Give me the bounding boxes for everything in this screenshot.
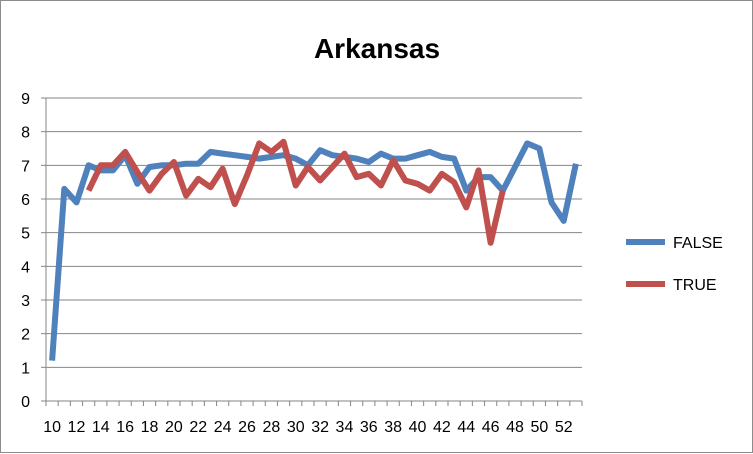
series-line-false xyxy=(49,140,579,361)
axes xyxy=(41,97,583,406)
y-tick-label: 6 xyxy=(21,192,30,209)
x-tick-label: 30 xyxy=(287,419,305,436)
y-axis-ticks: 0 1 2 3 4 5 6 7 8 9 xyxy=(21,91,30,411)
x-tick-label: 36 xyxy=(360,419,378,436)
series-line-true xyxy=(85,138,506,246)
x-tick-label: 46 xyxy=(482,419,500,436)
y-tick-label: 3 xyxy=(21,293,30,310)
y-tick-label: 5 xyxy=(21,226,30,243)
gridlines xyxy=(46,97,582,368)
x-tick-label: 22 xyxy=(189,419,207,436)
x-axis-ticks: 10 12 14 16 18 20 22 24 26 28 30 32 34 36 38 40 42 44 46 48… xyxy=(43,419,573,436)
legend-label-false: FALSE xyxy=(673,235,723,252)
x-tick-label: 26 xyxy=(238,419,256,436)
y-tick-label: 4 xyxy=(21,259,30,276)
series-lines xyxy=(49,138,579,361)
y-tick-label: 8 xyxy=(21,125,30,142)
y-tick-label: 9 xyxy=(21,91,30,108)
x-tick-label: 42 xyxy=(433,419,451,436)
x-tick-label: 40 xyxy=(409,419,427,436)
legend: FALSE TRUE xyxy=(626,235,723,294)
x-tick-label: 50 xyxy=(530,419,548,436)
x-tick-label: 16 xyxy=(116,419,134,436)
x-tick-label: 28 xyxy=(262,419,280,436)
x-tick-label: 38 xyxy=(384,419,402,436)
x-tick-label: 24 xyxy=(214,419,232,436)
x-tick-label: 32 xyxy=(311,419,329,436)
x-tick-label: 44 xyxy=(457,419,475,436)
y-tick-label: 7 xyxy=(21,158,30,175)
y-tick-label: 2 xyxy=(21,327,30,344)
x-tick-label: 20 xyxy=(165,419,183,436)
x-tick-label: 18 xyxy=(141,419,159,436)
x-tick-label: 48 xyxy=(506,419,524,436)
legend-label-true: TRUE xyxy=(673,277,717,294)
x-tick-label: 10 xyxy=(43,419,61,436)
x-tick-label: 14 xyxy=(92,419,110,436)
y-tick-label: 0 xyxy=(21,394,30,411)
y-tick-label: 1 xyxy=(21,360,30,377)
x-tick-label: 52 xyxy=(555,419,573,436)
x-tick-label: 12 xyxy=(68,419,86,436)
chart-title: Arkansas xyxy=(314,33,440,64)
x-tick-label: 34 xyxy=(336,419,354,436)
